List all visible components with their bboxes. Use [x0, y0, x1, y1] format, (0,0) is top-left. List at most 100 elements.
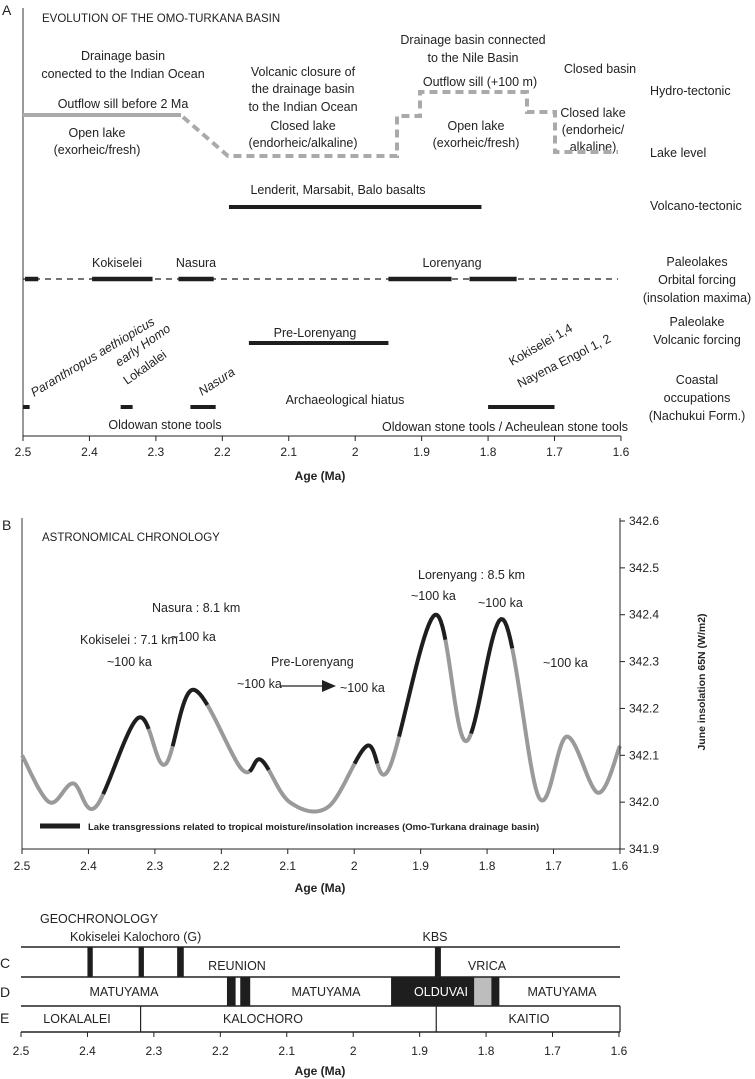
x-tick-label: 2.5 — [14, 859, 31, 873]
tephra-bar — [138, 947, 144, 977]
transgression-segment — [469, 617, 515, 735]
chron-label: MATUYAMA — [292, 985, 362, 999]
x-axis-b: 2.5 2.4 2.3 2.2 2.1 2 1.9 1.8 1.7 1.6 — [14, 848, 629, 873]
label: (exorheic/fresh) — [54, 143, 141, 157]
lake-level-line — [181, 90, 618, 158]
y-axis-label: June insolation 65N (W/m2) — [696, 613, 708, 750]
x-axis-label: Age (Ma) — [295, 469, 346, 483]
member-label: LOKALALEI — [43, 1012, 110, 1026]
x-tick-label: 2.4 — [81, 445, 98, 459]
x-tick-label: 1.8 — [480, 445, 497, 459]
cycle-label: ~100 ka — [107, 655, 152, 669]
tephra-bar — [177, 947, 184, 977]
label: Volcano-tectonic — [650, 199, 742, 213]
label: Drainage basin — [81, 49, 165, 63]
x-tick-label: 2 — [350, 1044, 357, 1058]
label: Closed lake — [560, 106, 625, 120]
reunion-bar — [240, 977, 251, 1006]
chron-label: MATUYAMA — [90, 985, 160, 999]
x-tick-label: 2.4 — [80, 859, 97, 873]
label: Outflow sill before 2 Ma — [58, 97, 189, 111]
label: (endorheic/ — [562, 123, 625, 137]
label: occupations — [664, 391, 731, 405]
x-axis-cde: 2.5 2.4 2.3 2.2 2.1 2 1.9 1.8 1.7 1.6 — [13, 1031, 628, 1058]
x-tick-label: 2.4 — [79, 1044, 96, 1058]
label: Coastal — [676, 373, 718, 387]
x-tick-label: 2.3 — [146, 1044, 163, 1058]
panel-b: B ASTRONOMICAL CHRONOLOGY Lorenyang : 8.… — [2, 514, 708, 895]
label: Oldowan stone tools / Acheulean stone to… — [382, 420, 628, 434]
label: (Nachukui Form.) — [649, 409, 746, 423]
x-tick-label: 1.6 — [612, 859, 629, 873]
tephra-bar — [434, 947, 441, 977]
geochronology-bars — [87, 947, 500, 1032]
cycle-label: ~100 ka — [478, 596, 523, 610]
x-axis-a: 2.5 2.4 2.3 2.2 2.1 2 1.9 1.8 1.7 1.6 — [15, 435, 630, 459]
panel-letter: B — [2, 517, 11, 533]
y-tick-label: 342.1 — [629, 748, 659, 762]
panel-cde: GEOCHRONOLOGY Kokiselei Kalochoro (G) KB… — [0, 912, 628, 1078]
label: (endorheic/alkaline) — [248, 136, 357, 150]
curve-segment — [510, 648, 622, 803]
label: Paleolake — [670, 315, 725, 329]
x-tick-label: 2 — [351, 859, 358, 873]
transgression-segment — [397, 612, 448, 738]
x-tick-label: 2.1 — [278, 1044, 295, 1058]
row-letter: D — [0, 984, 10, 1000]
x-tick-label: 2.5 — [13, 1044, 30, 1058]
label: Volcanic forcing — [653, 333, 741, 347]
annotation: Pre-Lorenyang — [271, 655, 354, 669]
label: Closed basin — [564, 62, 636, 76]
annotation: Nasura : 8.1 km — [152, 601, 240, 615]
y-tick-label: 342.6 — [629, 514, 659, 528]
x-tick-label: 2.2 — [213, 859, 230, 873]
event-label: REUNION — [208, 959, 266, 973]
label: Outflow sill (+100 m) — [423, 75, 537, 89]
label: Nayena Engol 1, 2 — [515, 331, 613, 390]
x-tick-label: 1.7 — [545, 859, 562, 873]
x-tick-label: 2.2 — [214, 445, 231, 459]
label: Open lake — [69, 126, 126, 140]
y-axis-b: 342.6 342.5 342.4 342.3 342.2 342.1 342.0 341.9 — [619, 514, 659, 856]
label: Archaeological hiatus — [286, 393, 405, 407]
kbs-label: KBS — [422, 930, 447, 944]
annotation: Kokiselei : 7.1 km — [80, 633, 178, 647]
row-letter: C — [0, 955, 10, 971]
y-tick-label: 342.2 — [629, 701, 659, 715]
label: Nasura — [196, 365, 237, 399]
label: Kokiselei — [92, 256, 142, 270]
chron-label: MATUYAMA — [528, 985, 598, 999]
cycle-label: ~100 ka — [543, 656, 588, 670]
x-tick-label: 2.1 — [280, 445, 297, 459]
legend-label: Lake transgressions related to tropical … — [88, 822, 539, 833]
y-tick-label: 342.0 — [629, 795, 659, 809]
panel-a: A EVOLUTION OF THE OMO-TURKANA BASIN Dra… — [2, 2, 751, 483]
label: Open lake — [448, 119, 505, 133]
transgression-segment — [248, 757, 271, 773]
transgression-segment — [352, 743, 380, 765]
cycle-label: ~100 ka — [171, 630, 216, 644]
x-tick-label: 2.1 — [279, 859, 296, 873]
x-axis-label: Age (Ma) — [295, 881, 346, 895]
x-tick-label: 2.2 — [212, 1044, 229, 1058]
tephra-bar — [87, 947, 93, 977]
label: Hydro-tectonic — [650, 84, 731, 98]
insolation-curve — [20, 612, 622, 814]
cycle-label: ~100 ka — [340, 681, 385, 695]
chron-label: OLDUVAI — [414, 985, 468, 999]
y-tick-label: 341.9 — [629, 842, 659, 856]
label: Paleolakes — [666, 255, 727, 269]
transgression-segment — [101, 715, 151, 795]
right-labels: Hydro-tectonic Lake level Volcano-tecton… — [643, 84, 751, 423]
x-tick-label: 1.9 — [411, 1044, 428, 1058]
x-tick-label: 2.3 — [148, 445, 165, 459]
cycle-label: ~100 ka — [237, 677, 282, 691]
curve-segment — [375, 736, 401, 777]
label: the drainage basin — [252, 82, 355, 96]
tephra-label: Kokiselei Kalochoro (G) — [70, 930, 201, 944]
label: conected to the Indian Ocean — [41, 67, 204, 81]
x-tick-label: 1.8 — [478, 1044, 495, 1058]
curve-segment — [267, 762, 357, 814]
label: to the Indian Ocean — [248, 100, 357, 114]
